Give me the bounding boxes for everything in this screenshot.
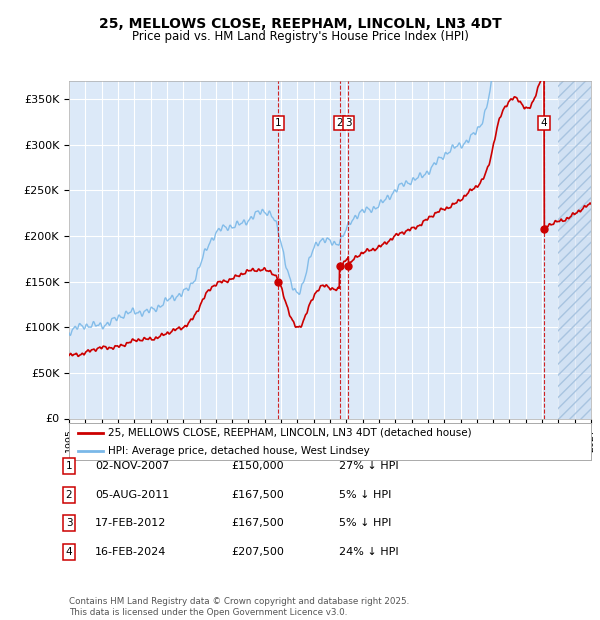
Text: 3: 3: [345, 118, 352, 128]
Text: 4: 4: [65, 547, 73, 557]
Text: 17-FEB-2012: 17-FEB-2012: [95, 518, 166, 528]
Text: 4: 4: [541, 118, 547, 128]
Text: 02-NOV-2007: 02-NOV-2007: [95, 461, 169, 471]
Text: £207,500: £207,500: [231, 547, 284, 557]
Text: 5% ↓ HPI: 5% ↓ HPI: [339, 518, 391, 528]
Text: 16-FEB-2024: 16-FEB-2024: [95, 547, 166, 557]
Text: £167,500: £167,500: [231, 518, 284, 528]
Text: 25, MELLOWS CLOSE, REEPHAM, LINCOLN, LN3 4DT: 25, MELLOWS CLOSE, REEPHAM, LINCOLN, LN3…: [98, 17, 502, 32]
Text: Price paid vs. HM Land Registry's House Price Index (HPI): Price paid vs. HM Land Registry's House …: [131, 30, 469, 43]
Text: HPI: Average price, detached house, West Lindsey: HPI: Average price, detached house, West…: [108, 446, 370, 456]
Text: 2: 2: [65, 490, 73, 500]
Bar: [559, 81, 591, 419]
Text: 1: 1: [275, 118, 281, 128]
Text: Contains HM Land Registry data © Crown copyright and database right 2025.
This d: Contains HM Land Registry data © Crown c…: [69, 598, 409, 617]
Bar: [559, 81, 591, 419]
Text: 27% ↓ HPI: 27% ↓ HPI: [339, 461, 398, 471]
Text: 1: 1: [65, 461, 73, 471]
Text: 05-AUG-2011: 05-AUG-2011: [95, 490, 169, 500]
Text: 3: 3: [65, 518, 73, 528]
Text: 25, MELLOWS CLOSE, REEPHAM, LINCOLN, LN3 4DT (detached house): 25, MELLOWS CLOSE, REEPHAM, LINCOLN, LN3…: [108, 428, 472, 438]
Text: 5% ↓ HPI: 5% ↓ HPI: [339, 490, 391, 500]
Text: 2: 2: [336, 118, 343, 128]
Text: 24% ↓ HPI: 24% ↓ HPI: [339, 547, 398, 557]
Text: £167,500: £167,500: [231, 490, 284, 500]
Text: £150,000: £150,000: [231, 461, 284, 471]
